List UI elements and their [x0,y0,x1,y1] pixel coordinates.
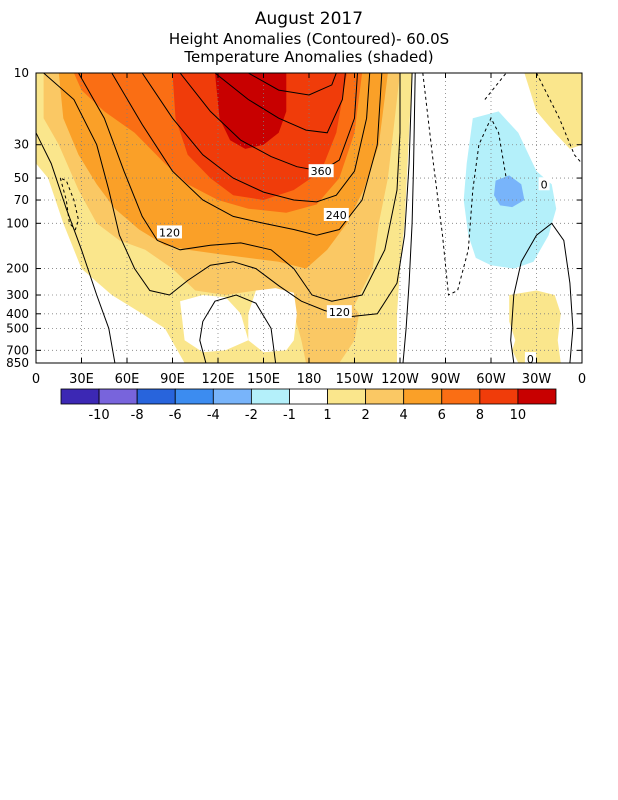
y-tick-label-8: 500 [6,321,29,335]
colorbar-box-1 [98,388,138,405]
colorbar-box-5 [250,388,290,405]
colorbar-label-2: -6 [169,408,182,423]
grid-lines [36,73,582,363]
x-tick-label-4: 120E [201,372,234,387]
colorbar-label-6: 1 [323,408,331,423]
x-tick-label-6: 180 [297,372,322,387]
contour-label-5: 0 [527,353,534,366]
shade-cool-2 [494,175,525,208]
contour-label-bg-1 [323,207,349,221]
contour-label-1: 240 [326,209,347,222]
contour-2 [78,73,401,302]
colorbar-label-8: 4 [400,408,408,423]
shade-white-1 [180,295,249,353]
colorbar-box-10 [441,388,481,405]
contour-6 [214,73,346,134]
contour-label-bg-5 [524,352,536,366]
x-tick-label-2: 60E [115,372,140,387]
colorbar-box-7 [327,388,367,405]
x-tick-label-3: 90E [160,372,185,387]
y-tick-label-6: 300 [6,288,29,302]
x-tick-label-5: 150E [247,372,280,387]
colorbar-label-5: -1 [283,408,296,423]
colorbar-label-11: 10 [510,408,527,423]
colorbar-box-4 [212,388,252,405]
x-tick-label-12: 0 [578,372,586,387]
x-axis: 0 30E 60E 90E 120E 150E 180 150W 120W 90W 60W 30W 0 [32,73,586,387]
contour-9 [199,294,277,363]
contour-label-bg-0 [308,164,334,178]
contour-3 [111,73,383,236]
colorbar-box-8 [365,388,405,405]
shade-white-2 [248,288,297,353]
contour-label-3: 120 [329,306,350,319]
contour-10 [402,73,416,363]
y-tick-label-5: 200 [6,262,29,276]
contour-label-bg-3 [326,305,352,319]
shade-warm-9 [524,73,582,149]
contour-14 [536,73,582,164]
x-tick-label-0: 0 [32,372,40,387]
colorbar-box-6 [289,388,328,405]
contour-8 [36,132,116,363]
contour-label-2: 120 [159,226,180,239]
x-tick-label-10: 60W [476,372,506,387]
y-tick-label-2: 50 [14,171,29,185]
colorbar-label-10: 8 [476,408,484,423]
y-tick-label-4: 100 [6,216,29,230]
x-tick-label-7: 150W [336,372,374,387]
colorbar-box-0 [60,388,100,405]
shade-warm-6 [215,73,287,149]
colorbar-label-3: -4 [207,408,220,423]
contour-labels: 360 240 120 120 0 0 [156,164,550,366]
y-tick-label-7: 400 [6,307,29,321]
colorbar-box-3 [174,388,214,405]
x-tick-label-9: 90W [431,372,461,387]
y-tick-label-9: 700 [6,343,29,357]
y-tick-label-3: 70 [14,193,29,207]
contour-4 [141,73,371,203]
colorbar-label-0: -10 [88,408,109,423]
chart-subtitle-height: Height Anomalies (Contoured)- 60.0S [168,30,450,48]
shade-warm-10 [509,290,561,363]
colorbar-box-2 [136,388,176,405]
y-tick-label-10: 850 [6,356,29,370]
contour-15 [484,73,507,100]
contour-label-0: 360 [311,165,332,178]
x-tick-label-8: 120W [381,372,419,387]
colorbar-box-11 [479,388,519,405]
colorbar-box-9 [403,388,443,405]
contour-5 [179,73,358,172]
colorbar-box-12 [517,388,557,405]
chart-subtitle-temperature: Temperature Anomalies (shaded) [184,48,434,66]
y-tick-label-0: 10 [14,66,29,80]
contour-1 [43,73,413,318]
contour-12 [59,177,80,231]
colorbar-label-4: -2 [245,408,258,423]
chart-title: August 2017 [254,9,364,29]
height-contours [36,73,582,363]
contour-label-bg-4 [538,177,550,191]
contour-11 [510,222,574,363]
x-tick-label-11: 30W [522,372,552,387]
x-tick-label-1: 30E [69,372,94,387]
y-tick-label-1: 30 [14,138,29,152]
contour-7 [248,73,337,96]
contour-13 [422,73,507,296]
colorbar-label-9: 6 [438,408,446,423]
colorbar-label-1: -8 [131,408,144,423]
colorbar-label-7: 2 [361,408,369,423]
contour-label-bg-2 [156,225,182,239]
contour-label-4: 0 [541,178,548,191]
colorbar: -10 -8 -6 -4 -2 -1 1 2 4 6 8 10 [60,388,557,423]
